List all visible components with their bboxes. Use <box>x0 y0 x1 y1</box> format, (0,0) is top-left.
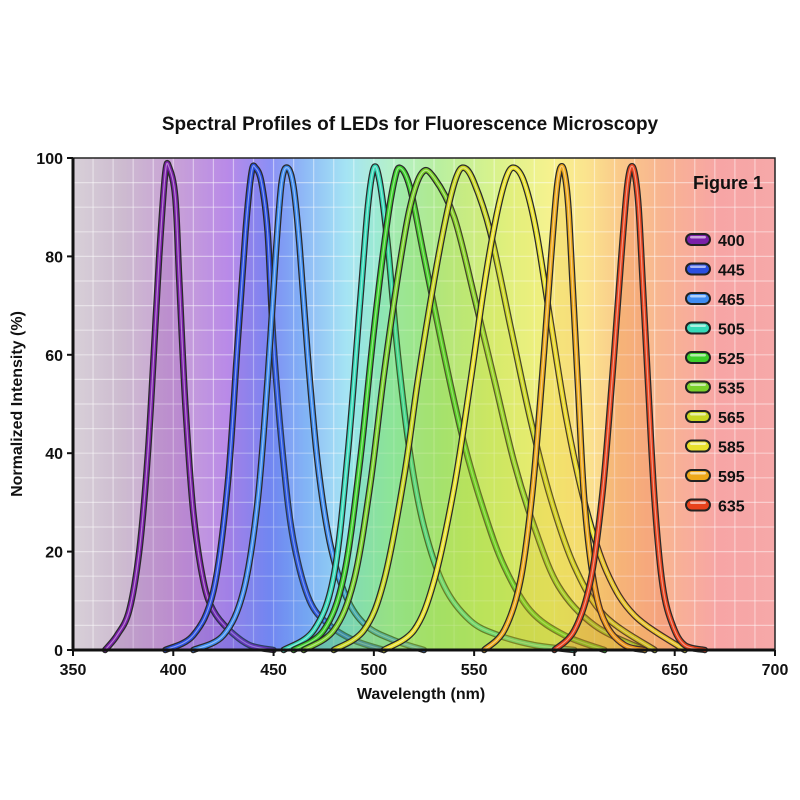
legend-swatch-highlight <box>690 442 706 445</box>
series-fill-505 <box>283 166 575 650</box>
legend-label: 535 <box>718 381 745 398</box>
series-highlight-595 <box>483 165 645 651</box>
legend-label: 595 <box>718 469 745 486</box>
series-highlight-565 <box>333 167 656 651</box>
x-tick-label: 700 <box>762 662 789 679</box>
series-highlight-400 <box>104 162 274 651</box>
legend-label: 635 <box>718 499 745 516</box>
series-fill-595 <box>484 166 645 650</box>
y-tick-label: 60 <box>45 348 63 365</box>
series-line-635 <box>552 164 707 652</box>
legend-swatch <box>685 380 711 394</box>
legend-swatch <box>685 292 711 305</box>
series-line-465 <box>191 165 426 652</box>
x-tick-label: 550 <box>461 662 488 679</box>
legend: 400 445 465 505 525 535 565 585 595 635 <box>685 233 745 516</box>
series-fill-465 <box>193 167 424 651</box>
series-layer <box>101 159 709 654</box>
x-tick-label: 500 <box>361 662 388 679</box>
series-highlight-445 <box>165 165 385 651</box>
series-465 <box>190 164 428 654</box>
chart-title: Spectral Profiles of LEDs for Fluorescen… <box>161 114 659 135</box>
legend-swatch-highlight <box>690 472 706 475</box>
series-line-400 <box>103 161 276 652</box>
legend-label: 525 <box>718 351 745 368</box>
legend-swatch-highlight <box>690 354 706 357</box>
legend-label: 400 <box>718 233 745 250</box>
series-line-525 <box>291 165 607 652</box>
y-tick-label: 40 <box>45 446 63 463</box>
legend-item-565: 565 <box>685 410 745 427</box>
series-fill-565 <box>333 167 655 650</box>
series-highlight-465 <box>193 167 425 651</box>
series-fill-585 <box>383 167 685 650</box>
legend-item-465: 465 <box>685 292 745 309</box>
legend-swatch <box>685 498 711 512</box>
series-fill-400 <box>105 163 274 650</box>
legend-swatch <box>685 321 711 335</box>
legend-swatch <box>685 233 711 246</box>
legend-swatch <box>685 410 711 423</box>
x-tick-label: 350 <box>60 662 87 679</box>
series-highlight-535 <box>303 169 645 651</box>
legend-item-505: 505 <box>685 321 745 339</box>
legend-item-535: 535 <box>685 380 745 398</box>
legend-swatch <box>685 351 711 364</box>
legend-label: 565 <box>718 410 745 427</box>
series-line-535 <box>301 168 647 652</box>
x-tick-label: 600 <box>561 662 588 679</box>
series-525 <box>290 164 608 654</box>
legend-item-595: 595 <box>685 469 745 486</box>
y-axis-title: Normalized Intensity (%) <box>9 311 26 497</box>
y-tick-label: 20 <box>45 545 63 562</box>
series-635 <box>551 162 709 654</box>
x-axis-title: Wavelength (nm) <box>357 686 485 703</box>
x-tick-label: 450 <box>260 662 287 679</box>
series-line-565 <box>331 165 657 652</box>
legend-swatch-highlight <box>690 501 706 504</box>
legend-swatch-highlight <box>690 295 706 298</box>
series-565 <box>330 164 658 654</box>
series-fill-635 <box>554 166 705 650</box>
x-tick-label: 650 <box>661 662 688 679</box>
figure-label: Figure 1 <box>693 173 763 193</box>
x-tick-label: 400 <box>160 662 187 679</box>
legend-label: 445 <box>718 263 745 280</box>
series-line-595 <box>482 164 647 652</box>
legend-swatch <box>685 469 711 482</box>
series-445 <box>162 162 388 654</box>
legend-swatch-highlight <box>690 265 706 268</box>
series-fill-535 <box>303 170 645 650</box>
legend-item-585: 585 <box>685 439 745 457</box>
legend-item-445: 445 <box>685 262 745 280</box>
axes: 350 400 450 500 550 600 650 700 0 20 40 60 80 100 <box>36 151 788 679</box>
series-400 <box>101 159 277 654</box>
series-highlight-525 <box>293 167 605 651</box>
y-tick-label: 80 <box>45 249 63 266</box>
legend-label: 465 <box>718 292 745 309</box>
legend-item-635: 635 <box>685 498 745 516</box>
series-line-445 <box>163 163 386 652</box>
legend-item-525: 525 <box>685 351 745 368</box>
series-fill-525 <box>293 167 605 650</box>
y-tick-label: 100 <box>36 151 63 168</box>
series-highlight-635 <box>553 165 705 651</box>
legend-swatch <box>685 439 711 453</box>
legend-swatch-highlight <box>690 413 706 416</box>
legend-swatch-highlight <box>690 236 706 239</box>
series-535 <box>300 166 648 654</box>
legend-swatch <box>685 262 711 276</box>
series-fill-445 <box>165 165 384 650</box>
legend-swatch-highlight <box>690 324 706 327</box>
legend-item-400: 400 <box>685 233 745 250</box>
legend-label: 585 <box>718 440 745 457</box>
series-595 <box>480 162 648 654</box>
legend-label: 505 <box>718 322 745 339</box>
y-tick-label: 0 <box>54 643 63 660</box>
legend-swatch-highlight <box>690 383 706 386</box>
